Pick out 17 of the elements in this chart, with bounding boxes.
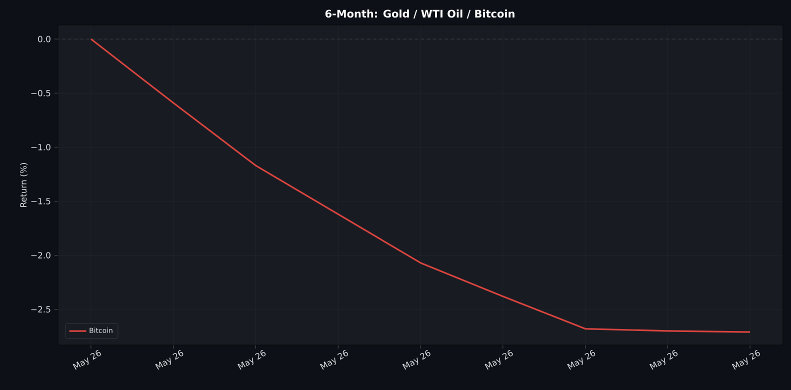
x-tick-label: May 26 — [567, 350, 596, 370]
x-tick-label: May 26 — [732, 350, 760, 370]
x-tick-label: May 26 — [402, 350, 430, 370]
y-tick-label: −1.0 — [31, 144, 50, 150]
chart-title: 6-Month: Gold / WTI Oil / Bitcoin — [325, 10, 514, 18]
x-tick-label: May 26 — [72, 350, 101, 370]
y-tick-label: −2.0 — [31, 252, 50, 258]
y-tick-label: −0.5 — [31, 90, 50, 96]
y-tick-label: 0.0 — [38, 36, 50, 42]
x-tick-label: May 26 — [484, 350, 513, 370]
y-tick-label: −1.5 — [31, 198, 50, 204]
x-tick-label: May 26 — [155, 350, 184, 370]
x-tick-label: May 26 — [649, 350, 678, 370]
y-axis-title: Return (%) — [20, 163, 28, 207]
x-tick-label: May 26 — [320, 350, 348, 370]
y-tick-label: −2.5 — [31, 306, 50, 313]
x-tick-label: May 26 — [238, 350, 266, 370]
